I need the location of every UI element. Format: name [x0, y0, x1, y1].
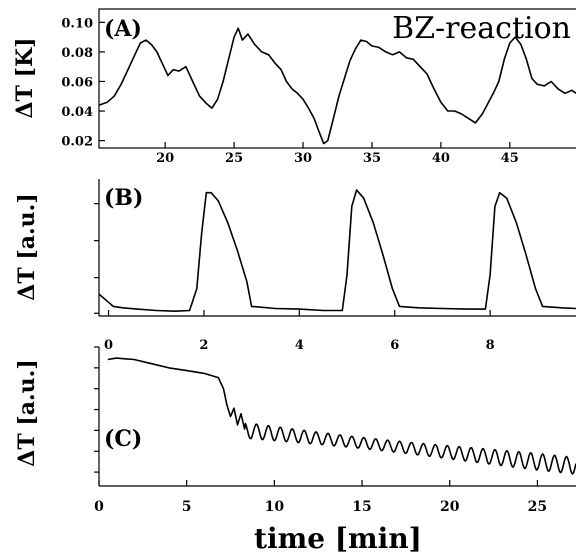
x-tick-label: 0	[104, 338, 113, 353]
series-line	[107, 357, 576, 475]
plot-frame	[98, 8, 576, 149]
panel-label: (B)	[104, 185, 143, 211]
y-tick-label: 0.06	[61, 75, 93, 90]
x-tick-label: 10	[265, 499, 285, 515]
y-axis-label: ΔT [a.u.]	[14, 359, 40, 467]
y-tick-label: 0.02	[61, 135, 93, 150]
x-tick-label: 0	[94, 499, 104, 515]
x-tick-label: 5	[182, 499, 192, 515]
y-tick-label: 0.10	[61, 16, 93, 31]
panel-label: (A)	[104, 16, 142, 42]
x-tick-label: 15	[352, 499, 371, 515]
chart-title: BZ-reaction	[392, 11, 571, 46]
x-axis-label: time [min]	[254, 522, 422, 555]
x-tick-label: 40	[432, 151, 450, 166]
x-tick-label: 6	[390, 338, 399, 353]
x-tick-label: 20	[440, 499, 460, 515]
y-tick-label: 0.08	[61, 46, 93, 61]
x-tick-label: 8	[486, 338, 495, 353]
x-tick-label: 2	[199, 338, 208, 353]
x-tick-label: 25	[225, 151, 243, 166]
series-line	[98, 189, 576, 312]
y-axis-label: ΔT [K]	[12, 37, 38, 118]
y-tick-label: 0.04	[61, 105, 93, 120]
y-axis-label: ΔT [a.u.]	[14, 193, 40, 301]
x-tick-label: 35	[363, 151, 381, 166]
x-tick-label: 30	[294, 151, 312, 166]
panel-b: 0 2 4 6 8 (B) ΔT [a.u.]	[14, 179, 576, 353]
x-tick-label: 25	[528, 499, 547, 515]
panel-label: (C)	[104, 426, 142, 452]
x-tick-label: 4	[295, 338, 304, 353]
x-tick-label: 45	[501, 151, 519, 166]
panel-a: 20 25 30 35 40 45 0.02 0.04 0.06 0.08 0.10 (A) BZ-re…	[12, 8, 576, 166]
x-tick-label: 20	[156, 151, 174, 166]
series-line	[98, 27, 576, 145]
panel-c: 0 5 10 15 20 25 (C) ΔT [a.u.] time [min]	[14, 346, 576, 555]
